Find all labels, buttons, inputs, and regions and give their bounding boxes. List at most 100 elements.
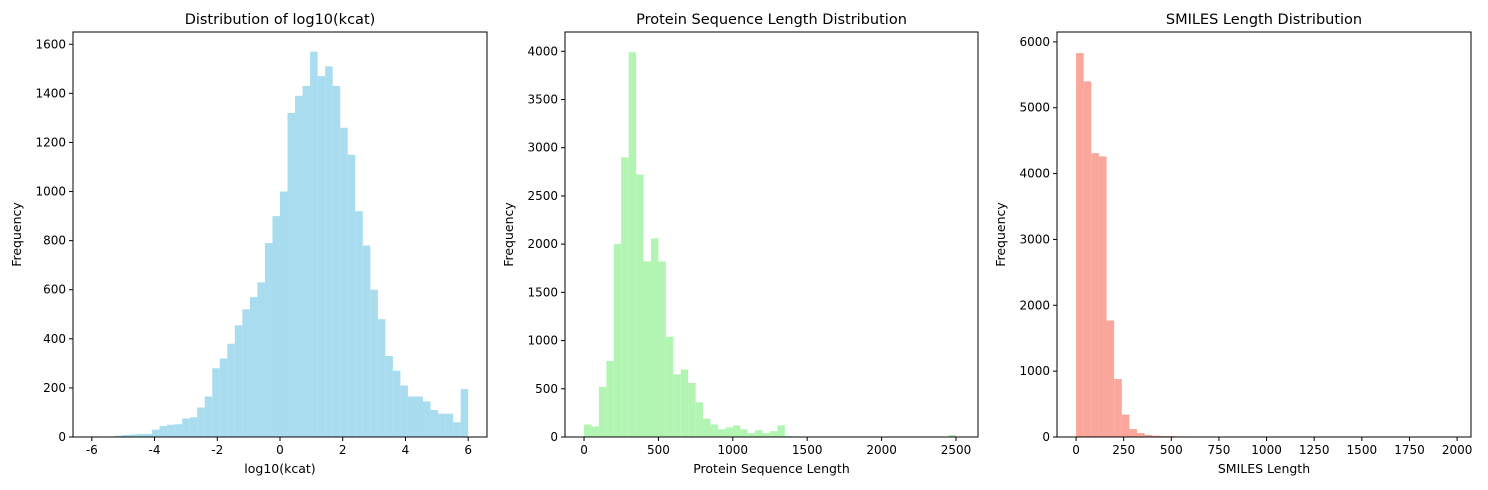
bar bbox=[423, 401, 431, 437]
bar bbox=[703, 418, 711, 437]
chart-title: Distribution of log10(kcat) bbox=[185, 12, 376, 28]
bar bbox=[325, 66, 333, 437]
bar bbox=[430, 410, 439, 437]
bar bbox=[650, 238, 659, 437]
x-axis-label: Protein Sequence Length bbox=[693, 461, 850, 476]
bar bbox=[370, 289, 378, 437]
y-tick-label: 4000 bbox=[1019, 167, 1050, 181]
bar bbox=[332, 86, 341, 437]
x-tick-label: 0 bbox=[276, 443, 284, 457]
bar bbox=[1129, 429, 1138, 437]
bar bbox=[438, 413, 446, 437]
bar bbox=[219, 358, 228, 437]
y-tick-label: 3000 bbox=[1019, 232, 1050, 246]
bar bbox=[415, 396, 424, 437]
chart-title: SMILES Length Distribution bbox=[1166, 12, 1362, 28]
bar bbox=[136, 434, 145, 437]
x-tick-label: 1000 bbox=[1251, 443, 1282, 457]
bar bbox=[584, 424, 592, 437]
x-tick-label: 0 bbox=[580, 443, 588, 457]
y-tick-label: 1000 bbox=[35, 185, 66, 199]
x-axis-label: log10(kcat) bbox=[244, 461, 315, 476]
bar bbox=[1106, 320, 1115, 437]
bar bbox=[129, 434, 137, 437]
bar bbox=[167, 424, 175, 437]
bar bbox=[144, 434, 153, 437]
x-axis-label: SMILES Length bbox=[1218, 461, 1310, 476]
bar bbox=[717, 429, 726, 437]
bar bbox=[445, 413, 454, 437]
chart-title: Protein Sequence Length Distribution bbox=[636, 12, 907, 28]
bar bbox=[643, 261, 651, 437]
bar bbox=[770, 431, 778, 437]
bar bbox=[377, 319, 386, 437]
x-tick-label: 1500 bbox=[792, 443, 823, 457]
y-tick-label: 1000 bbox=[527, 334, 558, 348]
bar bbox=[1083, 81, 1092, 437]
x-tick-label: 2500 bbox=[941, 443, 972, 457]
y-tick-label: 5000 bbox=[1019, 101, 1050, 115]
x-tick-label: 500 bbox=[647, 443, 670, 457]
x-tick-label: 0 bbox=[1072, 443, 1080, 457]
x-tick-label: 6 bbox=[464, 443, 472, 457]
bar bbox=[310, 51, 318, 438]
bar bbox=[362, 245, 371, 437]
bar bbox=[295, 95, 303, 438]
x-tick-label: 1500 bbox=[1347, 443, 1378, 457]
bar bbox=[174, 424, 183, 437]
y-tick-label: 1200 bbox=[35, 135, 66, 149]
x-tick-label: 2 bbox=[339, 443, 347, 457]
y-tick-label: 400 bbox=[43, 332, 66, 346]
bar bbox=[688, 383, 696, 437]
bar bbox=[272, 216, 280, 437]
y-tick-label: 0 bbox=[550, 430, 558, 444]
bar bbox=[695, 402, 704, 437]
bar bbox=[121, 435, 130, 437]
bar bbox=[197, 407, 205, 437]
y-tick-label: 200 bbox=[43, 381, 66, 395]
bar bbox=[710, 424, 718, 437]
bar bbox=[740, 429, 748, 437]
bar bbox=[1121, 414, 1130, 437]
y-tick-label: 4000 bbox=[527, 44, 558, 58]
bar bbox=[340, 127, 348, 438]
bar bbox=[628, 52, 637, 437]
bar bbox=[673, 374, 681, 437]
x-tick-label: -6 bbox=[86, 443, 98, 457]
bar bbox=[114, 435, 122, 437]
bar bbox=[212, 368, 220, 437]
bar bbox=[182, 418, 190, 437]
axes-frame bbox=[1056, 31, 1472, 438]
bar bbox=[453, 422, 461, 437]
bar bbox=[762, 433, 771, 437]
bar bbox=[598, 386, 607, 437]
bar bbox=[302, 86, 311, 437]
x-tick-label: -4 bbox=[149, 443, 161, 457]
bar bbox=[189, 417, 198, 437]
y-tick-label: 600 bbox=[43, 283, 66, 297]
bar bbox=[732, 425, 741, 437]
bar bbox=[1152, 435, 1160, 437]
y-axis-label: Frequency bbox=[501, 202, 516, 267]
bar bbox=[747, 433, 756, 437]
y-tick-label: 1000 bbox=[1019, 364, 1050, 378]
bar bbox=[1137, 433, 1145, 437]
bar bbox=[755, 430, 763, 437]
x-tick-label: 2000 bbox=[866, 443, 897, 457]
x-tick-label: 1750 bbox=[1394, 443, 1425, 457]
bar bbox=[242, 309, 250, 437]
y-tick-label: 2500 bbox=[527, 189, 558, 203]
bar bbox=[347, 154, 356, 437]
axes-frame bbox=[564, 31, 979, 438]
y-tick-label: 800 bbox=[43, 234, 66, 248]
bar bbox=[606, 360, 614, 437]
y-tick-label: 6000 bbox=[1019, 35, 1050, 49]
bar bbox=[1098, 156, 1107, 437]
bar bbox=[257, 282, 265, 437]
bar bbox=[317, 76, 326, 437]
y-tick-label: 2000 bbox=[527, 237, 558, 251]
bar bbox=[152, 429, 160, 437]
y-axis-label: Frequency bbox=[9, 202, 24, 267]
x-tick-label: 4 bbox=[402, 443, 410, 457]
y-tick-label: 3000 bbox=[527, 141, 558, 155]
